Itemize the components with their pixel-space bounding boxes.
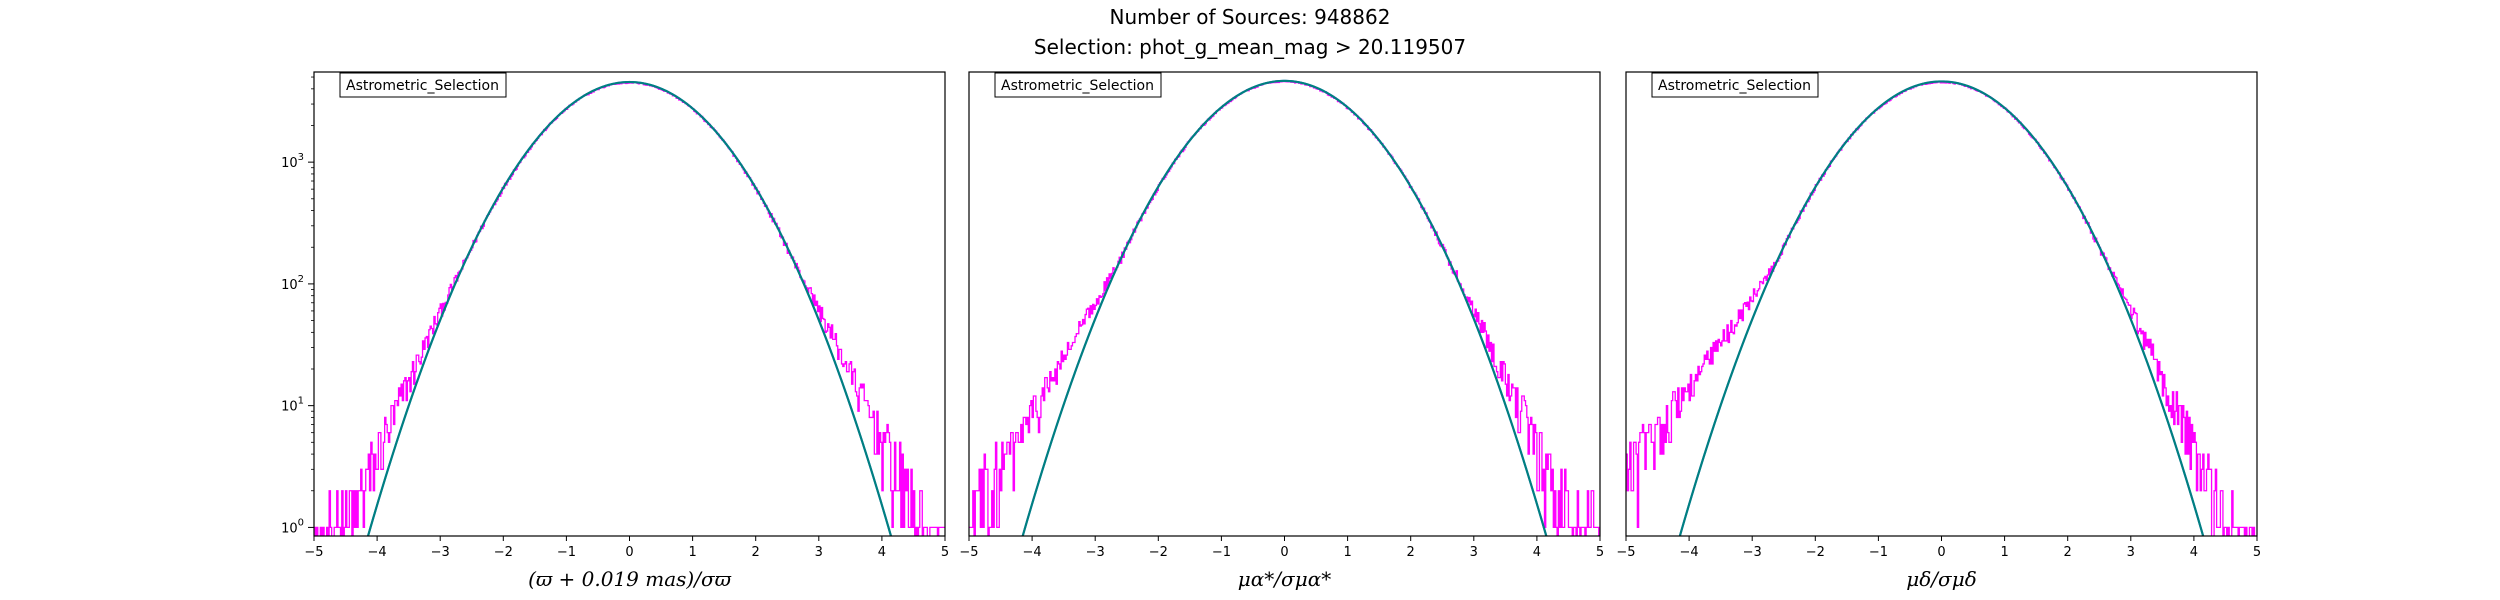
legend-label: Astrometric_Selection — [1658, 78, 1811, 94]
x-tick-label: 4 — [878, 545, 886, 560]
x-tick-label: −4 — [1680, 545, 1699, 560]
legend: Astrometric_Selection — [994, 72, 1162, 98]
x-tick-label: 3 — [1470, 545, 1478, 560]
x-tick-label: 5 — [2253, 545, 2261, 560]
x-tick-label: 3 — [2127, 545, 2135, 560]
histogram-series — [314, 81, 945, 536]
legend: Astrometric_Selection — [339, 72, 507, 98]
panel-pmra: −5 −4 −3 −2 −1 0 1 2 3 4 5 Astrometric_Selection μα*… — [959, 71, 1604, 591]
axes-frame — [313, 71, 946, 537]
panel-parallax: −5 −4 −3 −2 −1 0 1 2 3 4 5 100 101 102 103 Astrometric_… — [281, 71, 949, 591]
x-tick-label: −5 — [1616, 545, 1635, 560]
x-tick-label: −1 — [1212, 545, 1231, 560]
legend: Astrometric_Selection — [1651, 72, 1819, 98]
x-tick-label: 4 — [1533, 545, 1541, 560]
x-tick-label: −5 — [959, 545, 978, 560]
x-axis-label: (ϖ + 0.019 mas)/σϖ — [528, 567, 732, 591]
x-tick-label: 4 — [2190, 545, 2198, 560]
x-tick-label: 5 — [941, 545, 949, 560]
gaussian-reference-curve — [1021, 79, 1548, 536]
x-tick-label: 2 — [752, 545, 760, 560]
x-tick-label: 1 — [1343, 545, 1351, 560]
x-tick-label: 2 — [1407, 545, 1415, 560]
legend-label: Astrometric_Selection — [1001, 78, 1154, 94]
gaussian-fit-curve — [1678, 80, 2205, 536]
x-axis-label: μδ/σμδ — [1906, 567, 1976, 591]
x-tick-label: 5 — [1596, 545, 1604, 560]
panel-pmdec: −5 −4 −3 −2 −1 0 1 2 3 4 5 Astrometric_Selection μδ/… — [1616, 71, 2261, 591]
x-tick-label: 1 — [2000, 545, 2008, 560]
figure-title-line-2: Selection: phot_g_mean_mag > 20.119507 — [1034, 35, 1466, 59]
x-tick-label: −2 — [494, 545, 513, 560]
x-tick-label: 0 — [1280, 545, 1288, 560]
x-tick-label: −2 — [1806, 545, 1825, 560]
x-tick-label: −4 — [1023, 545, 1042, 560]
x-tick-label: −3 — [1086, 545, 1105, 560]
x-tick-label: −3 — [1743, 545, 1762, 560]
plot-area — [1626, 80, 2256, 536]
histogram-series — [1626, 80, 2256, 536]
plot-area — [314, 80, 945, 536]
x-tick-label: −5 — [304, 545, 323, 560]
x-tick-label: −3 — [431, 545, 450, 560]
y-tick-label: 101 — [281, 396, 304, 415]
x-axis-label: μα*/σμα* — [1238, 567, 1331, 591]
y-tick-label: 103 — [281, 152, 304, 171]
axes-frame — [1625, 71, 2258, 537]
x-tick-label: 0 — [625, 545, 633, 560]
x-tick-label: −4 — [368, 545, 387, 560]
legend-box — [994, 72, 1162, 98]
x-tick-label: −1 — [1869, 545, 1888, 560]
legend-box — [339, 72, 507, 98]
figure-title-line-1: Number of Sources: 948862 — [1110, 5, 1391, 29]
x-tick-label: 3 — [815, 545, 823, 560]
x-tick-label: −1 — [557, 545, 576, 560]
x-tick-label: −2 — [1149, 545, 1168, 560]
legend-label: Astrometric_Selection — [346, 78, 499, 94]
x-tick-label: 1 — [688, 545, 696, 560]
gaussian-fit-curve — [1021, 79, 1548, 536]
gaussian-fit-curve — [366, 80, 893, 536]
x-tick-label: 2 — [2064, 545, 2072, 560]
x-tick-label: 0 — [1937, 545, 1945, 560]
gaussian-reference-curve — [1678, 80, 2205, 536]
legend-box — [1651, 72, 1819, 98]
axes-frame — [968, 71, 1601, 537]
y-tick-label: 100 — [281, 517, 304, 536]
plot-area — [969, 79, 1600, 536]
histogram-series — [969, 80, 1600, 536]
y-tick-label: 102 — [281, 274, 304, 293]
gaussian-reference-curve — [366, 81, 893, 536]
